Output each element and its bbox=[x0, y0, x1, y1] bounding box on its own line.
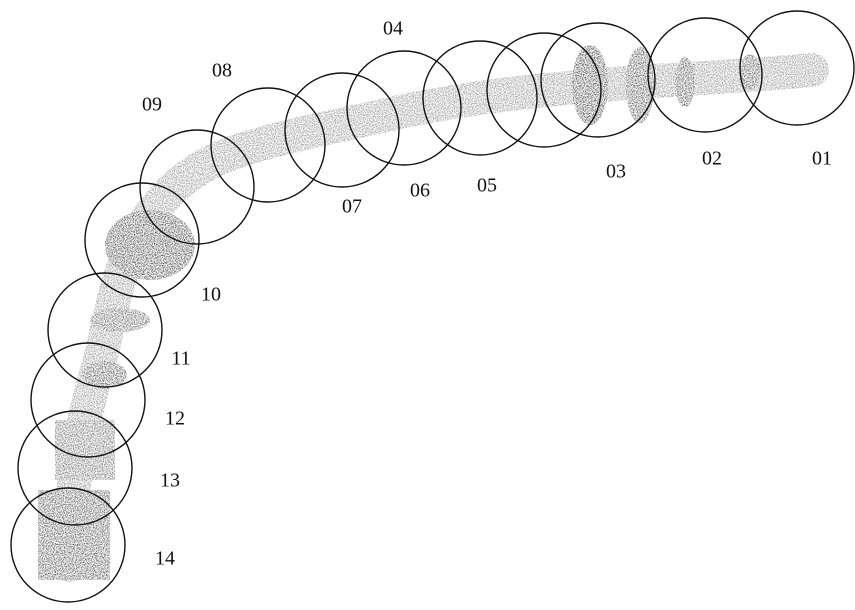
region-label: 03 bbox=[606, 161, 626, 183]
region-label: 07 bbox=[342, 196, 362, 218]
region-labels: 01 02 03 04 05 06 07 08 09 10 11 12 13 14 bbox=[142, 18, 832, 570]
region-circle bbox=[540, 22, 656, 138]
region-label: 08 bbox=[212, 60, 232, 82]
region-circle bbox=[739, 10, 855, 126]
region-label: 12 bbox=[165, 408, 185, 430]
region-circle bbox=[17, 410, 133, 526]
region-circle bbox=[30, 342, 146, 458]
specimen-band bbox=[38, 45, 829, 582]
region-label: 09 bbox=[142, 94, 162, 116]
region-label: 01 bbox=[812, 148, 832, 170]
region-label: 11 bbox=[171, 348, 190, 370]
region-label: 10 bbox=[201, 284, 221, 306]
region-circle bbox=[422, 40, 538, 156]
region-circle bbox=[647, 17, 763, 133]
region-circle bbox=[10, 487, 126, 603]
region-label: 04 bbox=[383, 18, 403, 40]
region-label: 02 bbox=[702, 148, 722, 170]
region-circle bbox=[210, 87, 326, 203]
region-circle bbox=[139, 129, 255, 245]
region-circle bbox=[47, 272, 163, 388]
region-label: 14 bbox=[155, 548, 175, 570]
region-circle bbox=[284, 72, 400, 188]
region-label: 05 bbox=[477, 175, 497, 197]
region-circle bbox=[84, 182, 200, 298]
region-label: 06 bbox=[410, 180, 430, 202]
region-label: 13 bbox=[160, 470, 180, 492]
region-circle bbox=[346, 50, 462, 166]
region-circle bbox=[486, 32, 602, 148]
region-circles bbox=[10, 10, 855, 603]
